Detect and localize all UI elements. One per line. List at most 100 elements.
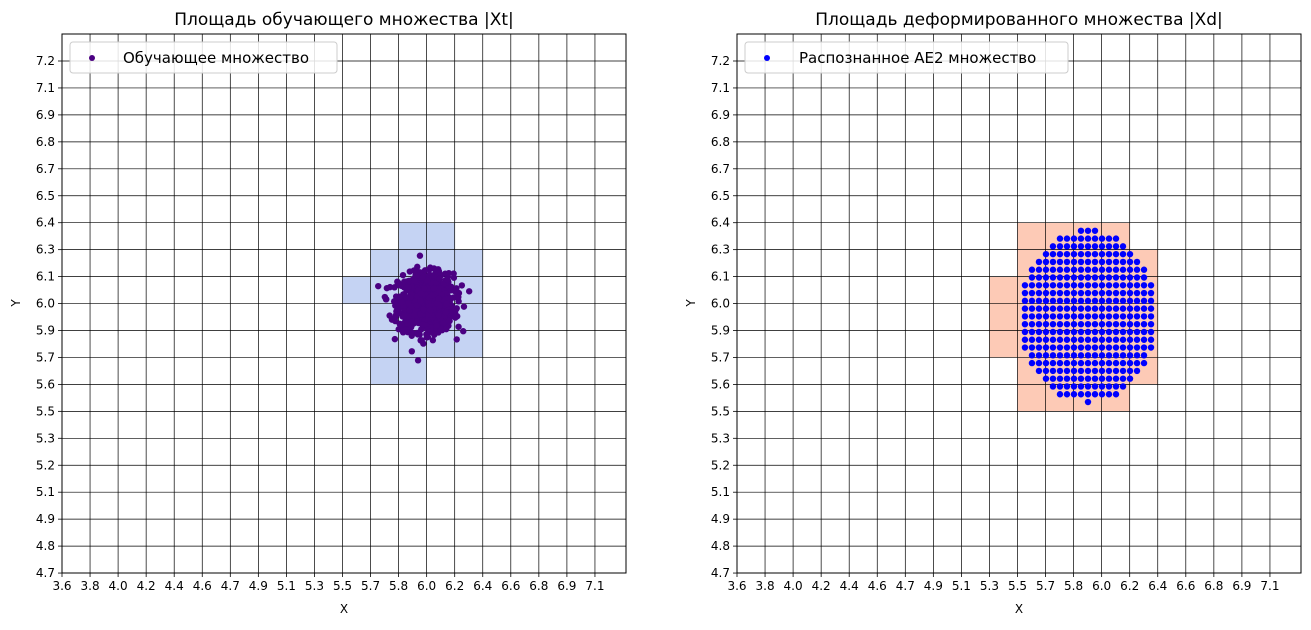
data-point: [1091, 266, 1099, 273]
data-point: [1084, 391, 1092, 398]
data-point: [1070, 235, 1078, 242]
right-chart: 3.6 3.8 4.0 4.2 4.4 4.6 4.7 4.9 5.1 5.3 5.5 5.7 5.8 6…: [684, 10, 1302, 616]
data-point: [1070, 243, 1078, 250]
data-point: [1091, 375, 1099, 382]
y-tick-label: 7.2: [711, 54, 730, 68]
data-point: [1049, 282, 1057, 289]
x-tick-label: 4.6: [868, 579, 887, 593]
data-point: [1098, 305, 1106, 312]
data-point: [1147, 282, 1155, 289]
data-point: [1091, 297, 1099, 305]
data-point: [1119, 344, 1127, 351]
data-point: [1133, 282, 1141, 289]
data-point: [1091, 328, 1099, 336]
x-tick-label: 4.2: [137, 579, 156, 593]
y-tick-label: 6.7: [36, 162, 55, 176]
data-point: [1063, 391, 1071, 398]
data-point: [1021, 336, 1029, 343]
data-point: [1140, 313, 1148, 320]
data-point: [1084, 352, 1092, 359]
x-tick-label: 5.1: [952, 579, 971, 593]
data-point: [1077, 289, 1085, 297]
data-point: [1056, 297, 1064, 305]
data-point: [1077, 243, 1085, 250]
data-point: [1105, 243, 1113, 250]
y-tick-label: 5.3: [36, 431, 55, 445]
data-point: [1098, 274, 1106, 281]
left-chart: 3.6 3.8 4.0 4.2 4.4 4.6 4.7 4.9 5.1 5.3 5.5 5.7 5.8 6…: [9, 10, 627, 616]
data-point: [460, 303, 468, 310]
data-point: [1105, 297, 1113, 305]
data-point: [1070, 274, 1078, 281]
data-point: [1028, 274, 1036, 281]
data-point: [1119, 352, 1127, 359]
data-point: [424, 277, 431, 284]
x-tick-label: 7.1: [585, 579, 604, 593]
data-point: [1091, 313, 1099, 320]
y-tick-label: 6.8: [36, 135, 55, 149]
data-point: [396, 293, 403, 300]
data-point: [424, 333, 432, 341]
data-point: [1063, 258, 1071, 266]
data-point: [1084, 359, 1092, 367]
data-point: [1077, 391, 1085, 398]
data-point: [1049, 344, 1057, 351]
data-point: [1112, 305, 1120, 312]
data-point: [1035, 266, 1043, 273]
data-point: [1091, 344, 1099, 351]
data-point: [455, 293, 462, 301]
data-point: [1077, 227, 1085, 234]
y-tick-label: 4.7: [711, 566, 730, 580]
data-point: [1070, 313, 1078, 320]
data-point: [392, 317, 399, 325]
data-point: [1119, 336, 1127, 343]
data-point: [1042, 305, 1050, 312]
data-point: [453, 336, 460, 343]
data-point: [1049, 289, 1057, 297]
data-point: [1063, 250, 1071, 258]
data-point: [1035, 289, 1043, 297]
data-point: [1063, 266, 1071, 273]
data-point: [404, 320, 411, 327]
data-point: [1056, 344, 1064, 351]
data-point: [391, 297, 399, 304]
data-point: [1147, 305, 1155, 312]
chart-title: Площадь обучающего множества |Xt|: [174, 10, 514, 30]
data-point: [1035, 320, 1043, 328]
data-point: [1028, 297, 1036, 305]
x-tick-label: 4.9: [249, 579, 268, 593]
data-point: [1112, 282, 1120, 289]
data-point: [1021, 328, 1029, 336]
data-point: [1112, 258, 1120, 266]
data-point: [1049, 375, 1057, 382]
data-point: [1084, 328, 1092, 336]
data-point: [1126, 359, 1134, 367]
data-point: [1112, 359, 1120, 367]
data-point: [1021, 313, 1029, 320]
x-tick-label: 5.8: [1064, 579, 1083, 593]
data-point: [1140, 305, 1148, 312]
data-point: [1105, 274, 1113, 281]
data-point: [1091, 336, 1099, 343]
x-axis-label: X: [1015, 602, 1023, 616]
y-tick-label: 7.1: [711, 81, 730, 95]
data-point: [1091, 250, 1099, 258]
data-point: [1098, 266, 1106, 273]
x-tick-label: 6.9: [1232, 579, 1251, 593]
data-point: [414, 357, 422, 364]
data-point: [444, 295, 452, 302]
x-tick-label: 3.8: [81, 579, 100, 593]
y-tick-label: 5.2: [36, 458, 55, 472]
data-point: [1028, 289, 1036, 297]
data-point: [1056, 282, 1064, 289]
data-point: [460, 328, 467, 335]
data-point: [1126, 320, 1134, 328]
data-point: [455, 323, 462, 330]
x-tick-label: 5.1: [277, 579, 296, 593]
data-point: [1140, 282, 1148, 289]
data-point: [1133, 344, 1141, 351]
data-point: [1028, 282, 1036, 289]
data-point: [1084, 375, 1092, 382]
x-tick-label: 5.5: [333, 579, 352, 593]
data-point: [1105, 313, 1113, 320]
